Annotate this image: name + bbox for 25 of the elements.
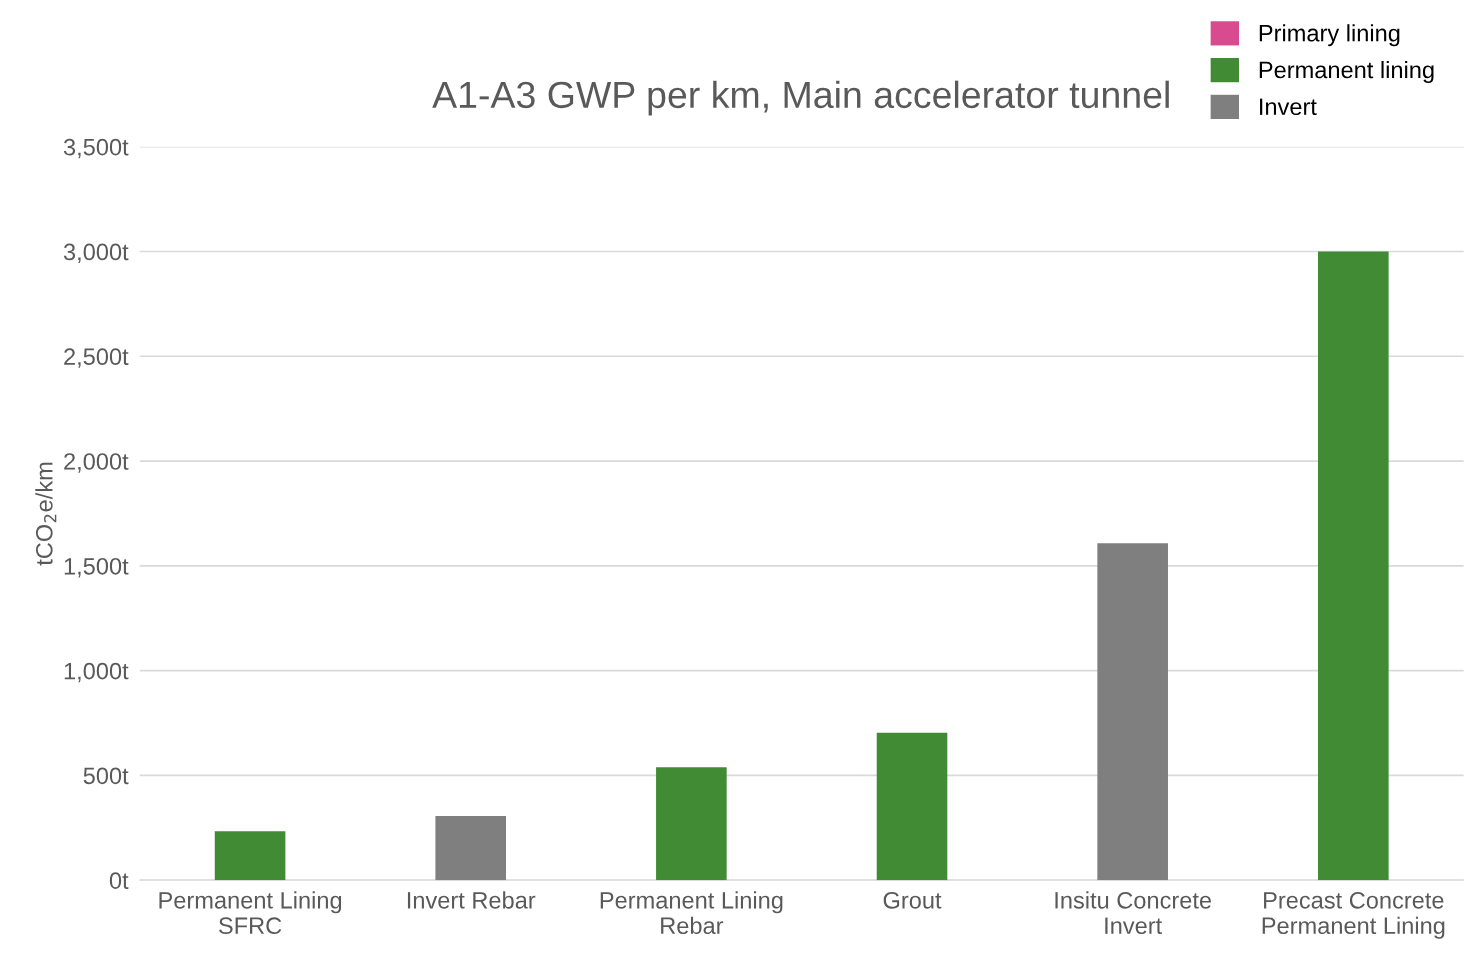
bar	[214, 831, 286, 881]
bar	[435, 816, 507, 881]
y-tick-label: 500t	[83, 767, 129, 785]
bar	[1318, 251, 1389, 881]
y-tick-label: 2,500t	[64, 348, 129, 368]
bar	[876, 732, 948, 881]
legend-label: Permanent lining	[1259, 60, 1434, 83]
x-tick-label: Precast Concrete Permanent Lining	[1262, 891, 1445, 939]
y-tick-label: 3,000t	[63, 243, 129, 264]
y-tick-label: 1,500t	[64, 557, 129, 578]
y-tick-label: 3,500t	[63, 138, 129, 159]
x-tick-label: Insitu Concrete Invert	[1055, 891, 1212, 935]
x-tick-label: Grout	[883, 891, 942, 909]
legend-label: Primary lining	[1259, 24, 1400, 47]
y-axis-title: tCO$_{2}$e/km	[35, 462, 57, 566]
y-tick-label: 1,000t	[64, 662, 129, 683]
y-tick-label: 0t	[109, 872, 129, 889]
chart-title: A1-A3 GWP per km, Main accelerator tunnel	[432, 80, 1169, 116]
x-tick-label: Invert Rebar	[407, 891, 536, 909]
bar	[656, 767, 727, 881]
x-tick-label: Permanent Lining SFRC	[159, 891, 342, 935]
y-tick-label: 2,000t	[64, 453, 129, 473]
bar	[1097, 543, 1168, 881]
legend-label: Invert	[1260, 98, 1317, 116]
x-tick-label: Permanent Lining Rebar	[600, 891, 783, 935]
